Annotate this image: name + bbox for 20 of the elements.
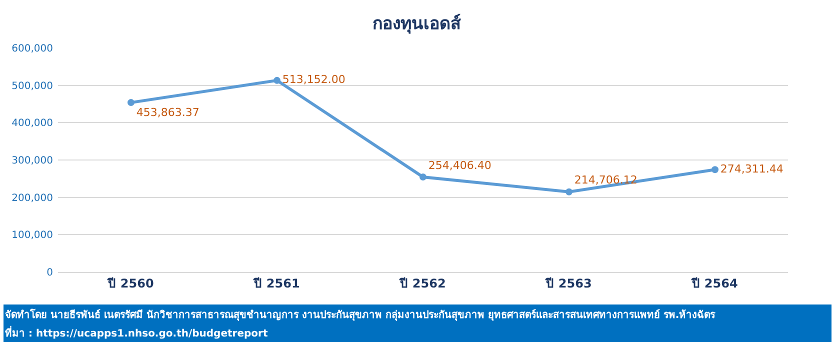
y-tick-label: 200,000 xyxy=(12,192,53,204)
data-label: 513,152.00 xyxy=(282,73,346,86)
x-tick-label: ปี 2562 xyxy=(399,276,446,290)
data-label: 254,406.40 xyxy=(428,158,492,172)
text: จัดทำโดย นายธีรพันธ์ เนตรรัศมี นักวิชาการสาธารณสุขชำนาญการ งานประกันสุขภาพ กลุ่มงานประกันสุขภาพ ยุทธศาสตร์และสารสนเทศทางการแพทย์ รพ.ห้างฉัตร xyxy=(5,308,716,321)
text: ที่มา : https://ucapps1.nhso.go.th/budgetreport xyxy=(5,326,268,340)
y-tick-label: 100,000 xyxy=(12,230,53,242)
data-label: 214,706.12 xyxy=(574,174,638,187)
x-tick-label: ปี 2560 xyxy=(107,276,154,290)
x-tick-label: ปี 2561 xyxy=(253,276,300,290)
chart-title: กองทุนเอดส์ xyxy=(372,13,462,34)
y-tick-label: 400,000 xyxy=(12,118,53,130)
y-tick-label: 600,000 xyxy=(12,44,53,54)
y-tick-label: 300,000 xyxy=(12,156,53,166)
x-tick-label: ปี 2563 xyxy=(545,276,592,290)
y-tick-label: 500,000 xyxy=(12,80,53,92)
x-tick-label: ปี 2564 xyxy=(691,276,738,290)
y-tick-label: 0 xyxy=(46,268,53,278)
data-label: 453,863.37 xyxy=(136,106,200,120)
data-label: 274,311.44 xyxy=(720,162,784,176)
